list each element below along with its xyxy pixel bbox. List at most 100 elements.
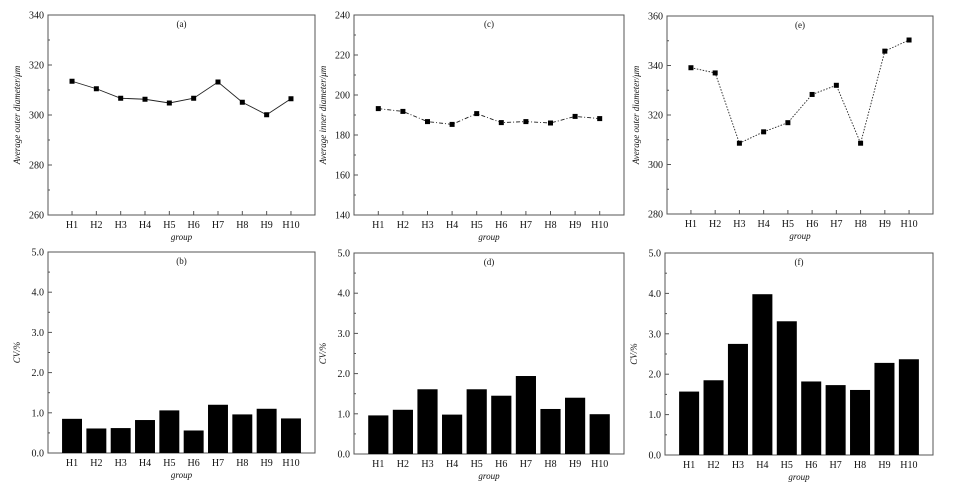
bar <box>874 362 895 455</box>
y-tick-label: 2.0 <box>338 369 351 380</box>
data-point <box>833 82 839 88</box>
x-tick-label: H3 <box>115 220 127 231</box>
x-tick-label: H9 <box>878 460 890 471</box>
x-tick-label: H1 <box>66 458 78 469</box>
panel-title: (f) <box>795 257 804 267</box>
bar <box>898 359 919 455</box>
data-point <box>736 140 742 146</box>
y-axis-label: Average outer diameter/μm <box>12 65 22 165</box>
x-tick-label: H8 <box>236 458 248 469</box>
x-tick-label: H5 <box>163 458 175 469</box>
x-axis-label: group <box>788 472 810 482</box>
x-tick-label: H7 <box>520 459 532 470</box>
x-tick-label: H9 <box>261 220 273 231</box>
y-axis-label: Average inner diameter/μm <box>318 65 328 165</box>
y-axis-label: CV/% <box>629 343 639 365</box>
chart-panel-e: 280 300 320 340 360 H1 H2 H3 H4 H5 H6 H7 H8 H9 H10 grou… <box>631 12 934 241</box>
x-tick-label: H4 <box>139 458 151 469</box>
x-tick-label: H3 <box>421 459 433 470</box>
data-point <box>858 140 864 146</box>
x-tick-label: H3 <box>733 219 745 230</box>
x-tick-label: H2 <box>397 459 409 470</box>
x-tick-label: H9 <box>569 220 581 231</box>
bar <box>589 414 610 454</box>
x-tick-label: H2 <box>709 219 721 230</box>
data-point <box>785 120 791 126</box>
x-tick-label: H9 <box>261 458 273 469</box>
x-axis-label: group <box>171 232 193 242</box>
y-tick-label: 260 <box>29 211 44 222</box>
data-point <box>93 86 99 92</box>
bar <box>159 410 180 453</box>
y-tick-label: 5.0 <box>649 249 662 260</box>
x-tick-label: H5 <box>782 219 794 230</box>
y-tick-label: 2.0 <box>649 370 662 381</box>
x-tick-label: H4 <box>756 460 768 471</box>
bar <box>368 415 389 454</box>
bar <box>752 294 773 455</box>
x-tick-label: H7 <box>212 458 224 469</box>
bar <box>135 420 155 453</box>
y-tick-label: 4.0 <box>649 289 662 300</box>
y-tick-label: 320 <box>29 61 44 72</box>
data-point <box>239 99 245 105</box>
y-tick-label: 3.0 <box>649 329 662 340</box>
x-tick-label: H6 <box>188 458 200 469</box>
x-tick-label: H8 <box>236 220 248 231</box>
x-tick-label: H10 <box>591 459 608 470</box>
x-tick-label: H7 <box>520 220 532 231</box>
bar <box>110 428 131 453</box>
chart-panel-f: 0.0 1.0 2.0 3.0 4.0 5.0 H1 H2 H3 H4 H5 H6 H7 H8 H9 H10 g… <box>629 249 934 482</box>
bar <box>825 385 846 455</box>
x-axis-label: group <box>171 470 193 480</box>
y-tick-label: 320 <box>648 111 663 122</box>
data-point <box>523 119 529 125</box>
x-tick-label: H4 <box>446 220 458 231</box>
x-tick-label: H2 <box>90 220 102 231</box>
x-tick-label: H5 <box>471 459 483 470</box>
data-point <box>215 79 221 85</box>
data-point <box>400 108 406 114</box>
data-point <box>449 121 455 127</box>
bar <box>727 343 748 455</box>
x-tick-label: H10 <box>282 220 299 231</box>
y-tick-label: 300 <box>29 111 44 122</box>
bar <box>183 430 204 453</box>
data-point <box>118 95 124 101</box>
bar <box>776 321 797 455</box>
bar <box>442 414 463 454</box>
data-point <box>712 70 718 76</box>
plot-frame <box>353 14 625 216</box>
x-tick-label: H5 <box>781 460 793 471</box>
bar <box>280 418 301 453</box>
y-tick-label: 340 <box>648 61 663 72</box>
x-tick-label: H4 <box>446 459 458 470</box>
y-tick-label: 1.0 <box>32 408 45 419</box>
y-axis-label: CV/% <box>12 342 22 364</box>
data-point <box>597 116 603 122</box>
x-tick-label: H6 <box>188 220 200 231</box>
panel-title: (e) <box>795 20 805 30</box>
x-tick-label: H9 <box>879 219 891 230</box>
bar <box>801 381 822 455</box>
data-point <box>288 96 294 102</box>
y-tick-label: 240 <box>335 11 350 22</box>
x-tick-label: H8 <box>544 220 556 231</box>
series-line <box>71 80 292 116</box>
data-point <box>69 78 75 84</box>
bar <box>703 380 724 455</box>
x-tick-label: H6 <box>495 220 507 231</box>
bar <box>491 395 512 454</box>
data-point <box>688 65 694 71</box>
data-point <box>142 96 148 102</box>
x-tick-label: H7 <box>212 220 224 231</box>
x-tick-label: H10 <box>282 458 299 469</box>
bar <box>515 376 536 454</box>
x-tick-label: H5 <box>163 220 175 231</box>
x-tick-label: H4 <box>139 220 151 231</box>
x-tick-label: H2 <box>707 460 719 471</box>
bar <box>232 414 253 453</box>
x-tick-label: H10 <box>591 220 608 231</box>
data-point <box>572 113 578 119</box>
